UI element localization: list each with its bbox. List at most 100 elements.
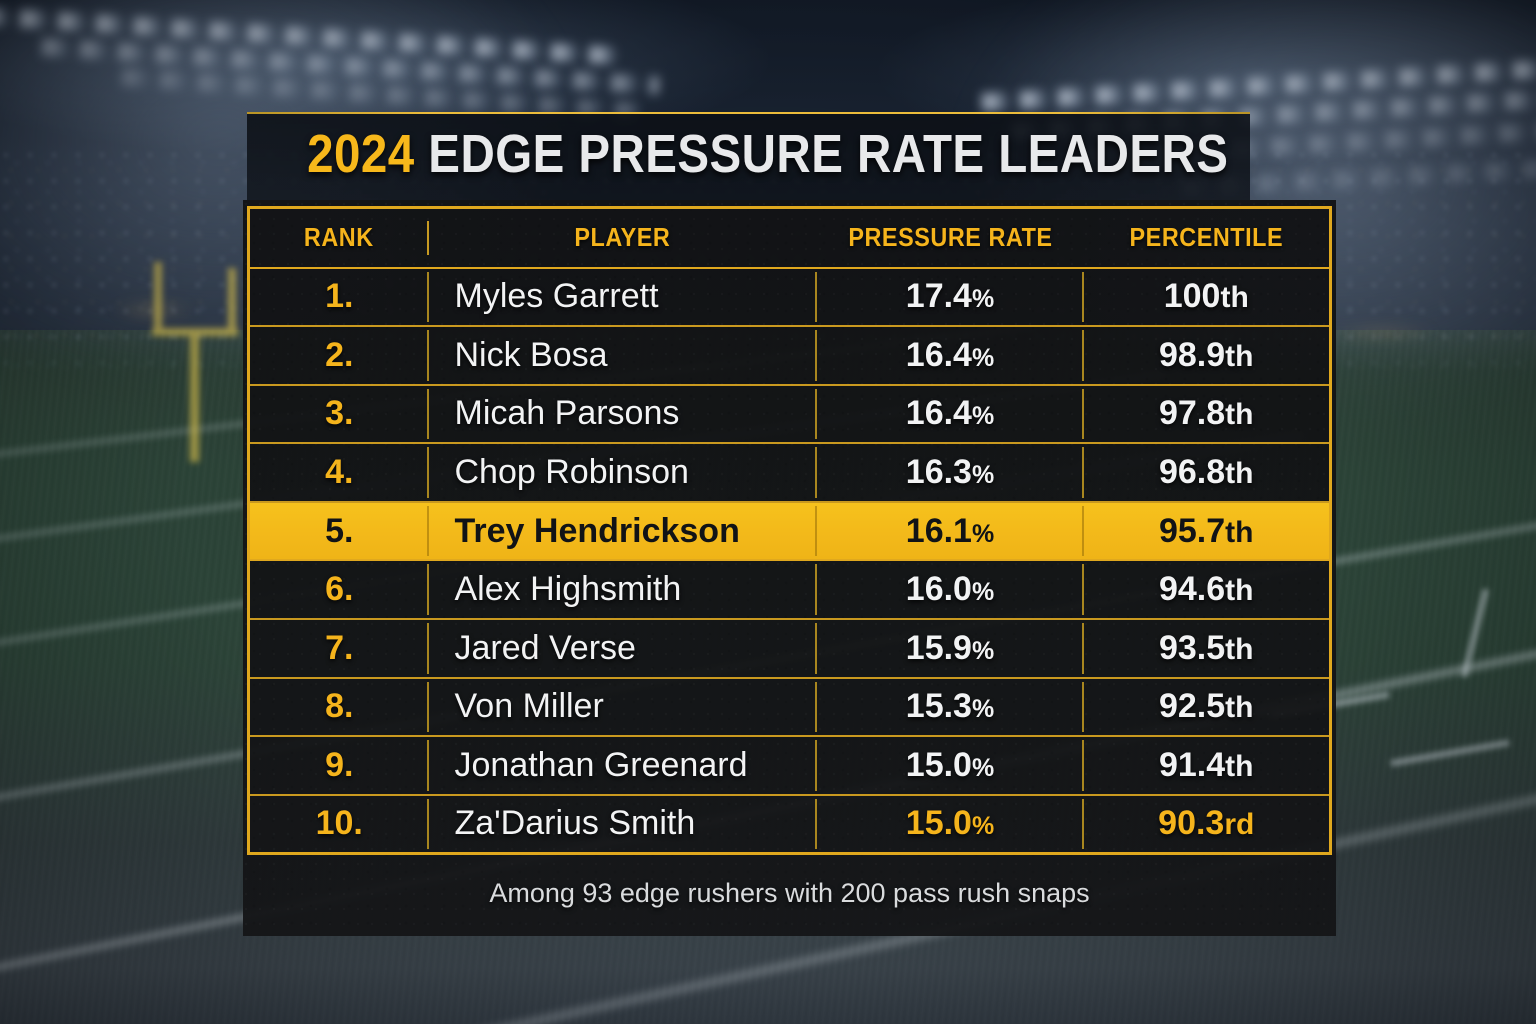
rank-value: 9.: [325, 746, 354, 785]
cell-divider: [426, 447, 429, 498]
cell-player: Von Miller: [428, 677, 817, 738]
player-name: Myles Garrett: [454, 277, 659, 316]
player-name: Chop Robinson: [454, 453, 689, 492]
percent-sign: %: [971, 402, 995, 431]
percent-sign: %: [971, 695, 995, 724]
cell-divider: [1081, 681, 1084, 733]
pressure-rate-value: 16.4: [905, 335, 972, 374]
percent-sign: %: [971, 754, 995, 783]
title-year: 2024: [307, 124, 415, 184]
rank-value: 8.: [325, 687, 354, 726]
table-row: 9. Jonathan Greenard 15.0% 91.4th: [248, 736, 1331, 796]
cell-rank: 9.: [248, 736, 429, 796]
cell-divider: [426, 681, 429, 733]
cell-rank: 7.: [248, 619, 429, 679]
table-row: 7. Jared Verse 15.9% 93.5th: [248, 619, 1331, 679]
player-name: Za'Darius Smith: [454, 804, 696, 843]
percentile-ordinal: th: [1225, 632, 1254, 666]
pressure-rate-value: 17.4: [905, 277, 972, 316]
pressure-rate-value: 16.0: [905, 570, 972, 609]
cell-divider: [426, 388, 429, 440]
cell-divider: [814, 447, 817, 498]
player-name: Jared Verse: [454, 628, 636, 667]
cell-player: Za'Darius Smith: [429, 795, 817, 854]
column-header-player: PLAYER: [428, 207, 817, 269]
cell-pressure-rate: 16.4%: [816, 326, 1084, 386]
cell-divider: [814, 564, 817, 616]
cell-percentile: 97.8th: [1083, 384, 1331, 445]
cell-player: Trey Hendrickson: [428, 500, 817, 562]
table-header-row: RANK PLAYER PRESSURE RATE PERCENTILE: [248, 207, 1331, 269]
player-name: Alex Highsmith: [454, 570, 682, 609]
cell-divider: [1081, 798, 1084, 849]
cell-divider: [426, 798, 429, 849]
pressure-rate-value: 15.0: [905, 804, 972, 843]
percentile-value: 98.9: [1158, 335, 1226, 374]
percentile-value: 93.5: [1158, 628, 1226, 667]
cell-divider: [1081, 330, 1084, 381]
cell-player: Chop Robinson: [428, 443, 817, 503]
percentile-value: 94.6: [1158, 570, 1226, 609]
goalpost-crossbar: [152, 328, 238, 336]
cell-percentile: 100th: [1083, 267, 1331, 328]
player-name: Jonathan Greenard: [454, 746, 748, 785]
percent-sign: %: [971, 812, 995, 841]
column-header-player-label: PLAYER: [574, 222, 671, 253]
table-row: 3. Micah Parsons 16.4% 97.8th: [248, 384, 1331, 445]
rank-value: 1.: [325, 277, 354, 316]
cell-rank: 5.: [248, 500, 429, 562]
cell-divider: [814, 681, 817, 733]
cell-player: Jonathan Greenard: [428, 736, 817, 796]
cell-pressure-rate: 16.4%: [816, 384, 1084, 445]
goalpost-upright-left: [154, 262, 162, 332]
cell-percentile: 94.6th: [1083, 560, 1331, 621]
percentile-ordinal: th: [1225, 750, 1254, 784]
percentile-value: 90.3: [1158, 804, 1225, 843]
cell-divider: [1081, 740, 1084, 791]
rank-value: 6.: [325, 570, 354, 609]
percentile-ordinal: th: [1225, 457, 1254, 491]
pressure-rate-value: 16.3: [905, 453, 972, 492]
cell-percentile: 90.3rd: [1084, 795, 1331, 854]
rank-value: 10.: [315, 804, 363, 843]
column-header-rate: PRESSURE RATE: [816, 207, 1084, 269]
cell-pressure-rate: 16.0%: [816, 560, 1084, 621]
cell-percentile: 92.5th: [1083, 677, 1331, 738]
percent-sign: %: [971, 578, 995, 607]
cell-pressure-rate: 15.0%: [817, 795, 1084, 854]
cell-divider: [814, 798, 817, 849]
player-name: Nick Bosa: [454, 335, 608, 374]
cell-divider: [1081, 388, 1084, 440]
goalpost-upright-right: [228, 268, 236, 332]
cell-pressure-rate: 16.3%: [816, 443, 1084, 503]
cell-divider: [814, 330, 817, 381]
column-header-percentile: PERCENTILE: [1083, 207, 1331, 269]
rank-value: 4.: [325, 453, 354, 492]
cell-divider: [1081, 564, 1084, 616]
percent-sign: %: [971, 519, 995, 548]
cell-divider: [814, 623, 817, 674]
percent-sign: %: [971, 343, 995, 372]
cell-rank: 3.: [248, 384, 429, 445]
percentile-value: 100: [1163, 277, 1221, 316]
cell-player: Myles Garrett: [428, 267, 817, 328]
pressure-rate-value: 15.0: [905, 746, 972, 785]
player-name: Micah Parsons: [454, 394, 680, 433]
cell-divider: [1081, 447, 1084, 498]
percent-sign: %: [971, 461, 995, 490]
rank-value: 5.: [325, 511, 354, 550]
cell-percentile: 95.7th: [1083, 500, 1331, 562]
percentile-value: 92.5: [1158, 687, 1226, 726]
table-body: 1. Myles Garrett 17.4% 100th 2. Nick Bosa 16.4…: [248, 267, 1331, 854]
pressure-rate-value: 16.4: [905, 394, 972, 433]
player-name: Von Miller: [454, 687, 604, 726]
cell-percentile: 93.5th: [1083, 619, 1331, 679]
cell-divider: [426, 740, 429, 791]
cell-pressure-rate: 17.4%: [816, 267, 1084, 328]
percentile-ordinal: th: [1225, 398, 1254, 432]
column-header-percentile-label: PERCENTILE: [1129, 222, 1284, 253]
percentile-ordinal: th: [1225, 515, 1254, 549]
footnote: Among 93 edge rushers with 200 pass rush…: [489, 878, 1090, 908]
cell-player: Alex Highsmith: [428, 560, 817, 621]
pressure-rate-value: 15.3: [905, 687, 972, 726]
